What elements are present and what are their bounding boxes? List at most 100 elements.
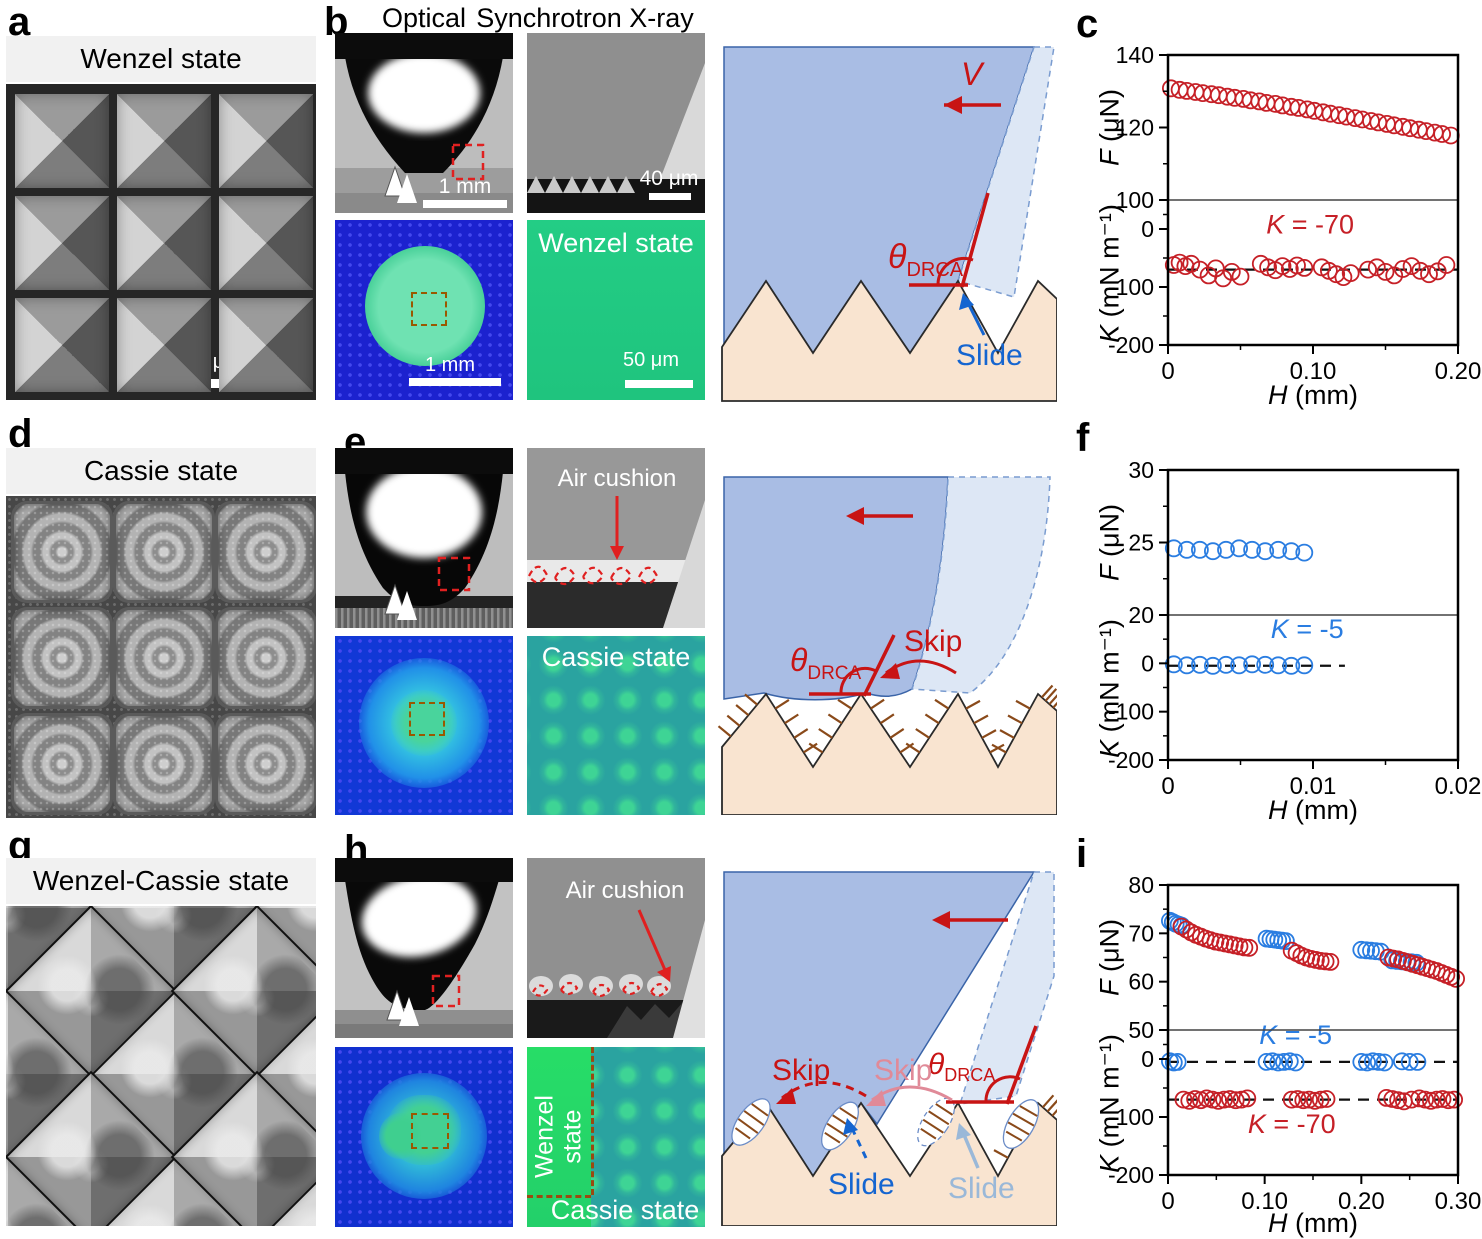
velocity-arrowhead-icon <box>932 911 950 929</box>
y-tick-label: 120 <box>1116 115 1154 141</box>
y-tick-label: 0 <box>1141 216 1154 242</box>
theta-label: θDRCA <box>928 1048 995 1085</box>
optical-droplet-svg: 1 mm <box>335 33 513 213</box>
x-tick-label: 0 <box>1161 1188 1174 1215</box>
y-tick-label: -100 <box>1108 274 1154 300</box>
interference-image-cassie <box>335 636 513 815</box>
slide-arrowhead-icon <box>959 293 974 310</box>
pyramid-cell <box>219 94 313 188</box>
contact-arrow2-icon <box>397 591 417 620</box>
cassie-region-label: Cassie state <box>550 1195 700 1225</box>
xray-image-cassie: Air cushion <box>527 448 705 628</box>
series-K-wenzel <box>1164 253 1456 288</box>
wenzel-cassie-title-band: Wenzel-Cassie state <box>6 858 316 904</box>
slope-annotation: K = -70 <box>1248 1109 1336 1139</box>
clamp <box>335 858 513 882</box>
wetted-blob2 <box>379 1113 421 1159</box>
y-tick-label: 70 <box>1128 920 1154 946</box>
x-axis-label-f: H (mm) <box>1268 795 1358 825</box>
rough-pillar-cell <box>14 610 110 706</box>
droplet-highlight <box>361 875 477 957</box>
contact-arrow-icon <box>384 583 406 615</box>
air-cushion-arrow <box>637 909 667 971</box>
skip-label-wenzel: Skip <box>772 1054 830 1087</box>
x-tick-label: 0.10 <box>1241 1188 1288 1215</box>
pyramid-cell <box>117 196 211 290</box>
y-axis-label-K-i: K (mN m⁻¹) <box>1094 1034 1125 1173</box>
state-label: Wenzel state <box>538 228 694 258</box>
theta-arc <box>936 256 974 285</box>
velocity-label: V <box>961 56 985 92</box>
xray-svg: Air cushion <box>527 448 705 628</box>
state-image-cassie: Cassie state <box>527 636 705 815</box>
x-tick-label: 0.20 <box>1435 358 1482 385</box>
region-divider-vertical <box>591 1047 594 1195</box>
chart-cassie-force: 30 25 20 0 -100 -200 K = -5 0 0.01 0.02 <box>1108 457 1482 800</box>
clamp <box>335 33 513 59</box>
hydrophobic-hairs <box>717 684 1057 754</box>
chart-mixed-force: 80 70 60 50 0 -100 -200 K = -5 K = -70 0 0.10 0.20 0… <box>1108 872 1481 1215</box>
series-K-cassie <box>1164 655 1314 675</box>
slide-arrowhead-icon <box>843 1118 858 1135</box>
air-cushion-arrowhead-icon <box>610 546 624 560</box>
y-tick-label: 50 <box>1128 1017 1154 1043</box>
theta-label: θDRCA <box>790 642 862 684</box>
panel-letter-a: a <box>8 0 31 44</box>
slope-annotation: K = -5 <box>1271 614 1344 644</box>
pyramid-cell <box>219 298 313 392</box>
air-pocket-4 <box>1002 1099 1040 1149</box>
panel-letter-i: i <box>1076 832 1088 876</box>
slope-annotation: K = -70 <box>1266 210 1354 240</box>
y-tick-label: 0 <box>1141 1046 1154 1072</box>
velocity-arrowhead-icon <box>846 507 864 525</box>
sem-image-cassie <box>6 496 316 818</box>
y-tick-label: 0 <box>1141 650 1154 676</box>
skip-label: Skip <box>904 625 962 658</box>
droplet-highlight <box>366 466 482 558</box>
rough-pillar-cell <box>14 504 110 600</box>
cassie-state-title: Cassie state <box>83 455 239 486</box>
state-image-wenzel: Wenzel state 50 μm <box>527 220 705 400</box>
contact-arrow2-icon <box>399 997 419 1026</box>
air-pocket-3 <box>917 1097 955 1147</box>
scale-bar <box>625 380 693 388</box>
y-tick-label: -100 <box>1108 1104 1154 1130</box>
series-K-cassie-mixed <box>1161 1052 1427 1072</box>
y-tick-label: 60 <box>1128 969 1154 995</box>
x-tick-label: 0.02 <box>1435 773 1482 800</box>
roi-dashed-box <box>409 702 445 736</box>
skip-arrowhead2-icon <box>866 1090 886 1106</box>
series-K-wenzel-mixed <box>1174 1088 1464 1111</box>
liquid-ghost <box>957 46 1055 298</box>
series-F-cassie <box>1164 539 1314 562</box>
wenzel-region-label: Wenzel state <box>530 1095 587 1178</box>
substrate-sawtooth <box>721 1101 1057 1226</box>
schematic-mixed: θDRCA Skip Skip Slide Slide <box>721 871 1057 1226</box>
roi-dashed-box <box>411 292 447 326</box>
series-F-wenzel <box>1162 79 1460 145</box>
theta-label: θDRCA <box>888 238 964 281</box>
optical-droplet-image-mixed <box>335 858 513 1038</box>
xray-svg: Air cushion <box>527 858 705 1038</box>
pyramid-cell <box>15 298 109 392</box>
y-tick-label: 140 <box>1116 42 1154 68</box>
theta-arc <box>839 666 877 694</box>
region-divider-horizontal <box>527 1195 591 1198</box>
meniscus-wedge <box>663 500 705 628</box>
panel-letter-c: c <box>1076 2 1099 46</box>
air-cushion-label: Air cushion <box>558 465 677 492</box>
xray-image-mixed: Air cushion <box>527 858 705 1038</box>
scale-label: 50 μm <box>623 349 679 371</box>
rough-pillar-cell <box>116 610 212 706</box>
roi-dashed-box <box>451 143 485 181</box>
interference-image-wenzel: 1 mm <box>335 220 513 400</box>
rough-pillar-cell <box>14 716 110 812</box>
schematic-cassie: θDRCA Skip <box>717 476 1057 815</box>
skip-arrowhead-icon <box>880 663 900 679</box>
chart-wenzel-force: 140 120 100 0 -100 -200 K = -70 0 0.10 0.20 <box>1108 42 1482 385</box>
panel-letter-d: d <box>8 412 33 456</box>
cassie-state-title-band: Cassie state <box>6 448 316 494</box>
optical-droplet-svg <box>335 448 513 628</box>
scale-label: 1 mm <box>425 354 475 376</box>
